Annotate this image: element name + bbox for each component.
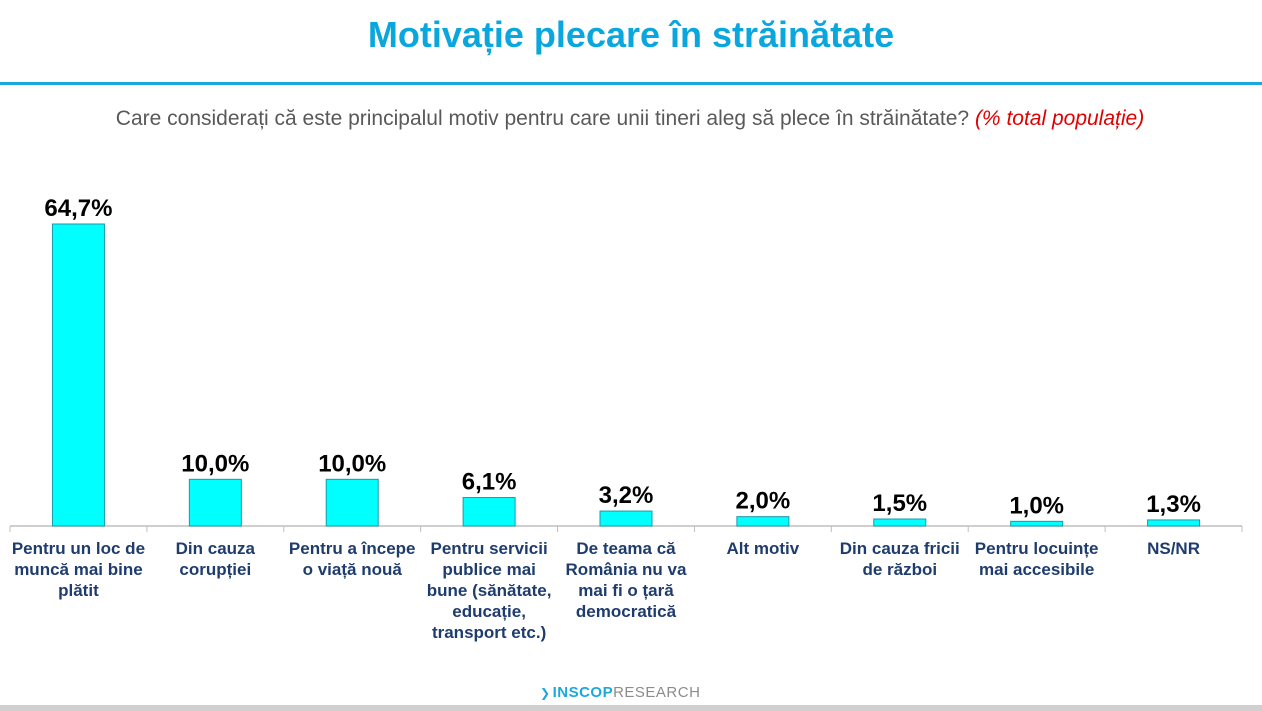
- bar: [462, 497, 516, 527]
- bar: [325, 478, 379, 527]
- survey-question: Care considerați că este principalul mot…: [80, 104, 1180, 134]
- logo-brand: INSCOP: [552, 684, 614, 701]
- bar: [1147, 519, 1201, 527]
- bar-value-label: 2,0%: [736, 488, 791, 515]
- title-divider: [0, 82, 1262, 85]
- question-text: Care considerați că este principalul mot…: [115, 107, 970, 130]
- inscop-logo: ❯ INSCOPRESEARCH: [540, 684, 700, 701]
- bar: [873, 518, 927, 527]
- bar: [51, 223, 105, 527]
- bar: [188, 478, 242, 527]
- bar-value-label: 1,3%: [1146, 491, 1201, 518]
- bar-value-label: 1,0%: [1009, 492, 1064, 519]
- footer-divider: [0, 705, 1262, 711]
- page-title: Motivație plecare în străinătate: [367, 14, 895, 55]
- bar: [736, 516, 790, 527]
- bar-value-label: 6,1%: [462, 469, 517, 496]
- bar: [1010, 520, 1064, 527]
- bar: [599, 510, 653, 527]
- bar-value-label: 64,7%: [44, 195, 112, 222]
- question-note: (% total populație): [974, 107, 1145, 130]
- bar-value-label: 10,0%: [181, 450, 249, 477]
- logo-mark-icon: ❯: [540, 686, 551, 700]
- logo-sub: RESEARCH: [613, 684, 701, 701]
- bar-value-label: 1,5%: [872, 490, 927, 517]
- bar-value-label: 10,0%: [318, 450, 386, 477]
- bar-value-label: 3,2%: [599, 482, 654, 509]
